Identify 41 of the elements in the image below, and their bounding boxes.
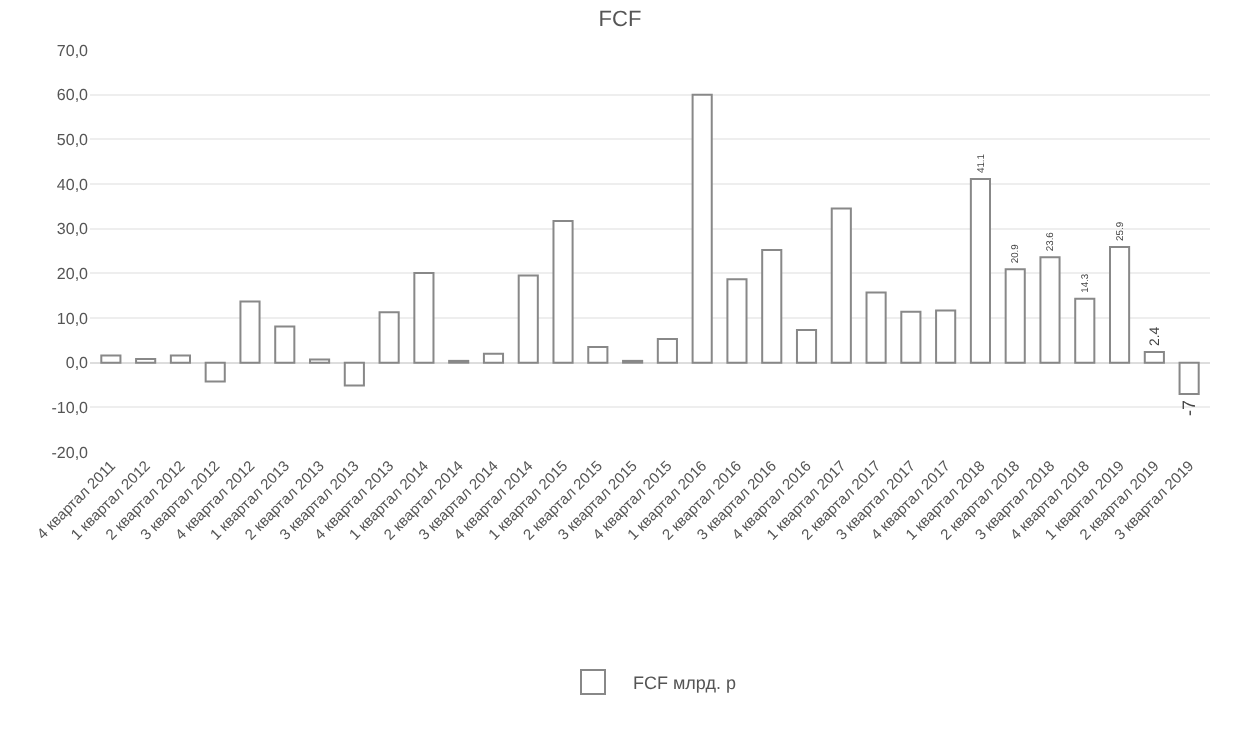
bar [1178, 361, 1200, 395]
bar [552, 220, 574, 364]
y-tick-label: 0,0 [65, 354, 90, 373]
y-tick-label: -20,0 [51, 443, 90, 462]
y-tick-label: -10,0 [51, 398, 90, 417]
bar [378, 311, 400, 364]
bar [413, 271, 435, 364]
bar [204, 361, 226, 383]
data-label: -7 [1179, 399, 1200, 416]
bar [865, 291, 887, 364]
chart-title: FCF [598, 8, 642, 33]
bar [726, 278, 748, 364]
bar [169, 354, 191, 364]
bar [1143, 350, 1165, 364]
bar [761, 249, 783, 364]
bar [482, 352, 505, 364]
bar [1074, 297, 1096, 364]
bar [830, 207, 852, 364]
bar [274, 325, 296, 364]
bar [1004, 268, 1026, 364]
bar [100, 354, 122, 364]
y-tick-label: 40,0 [56, 175, 90, 194]
bar [1039, 256, 1061, 364]
y-tick-label: 30,0 [56, 220, 90, 239]
bar [343, 361, 365, 387]
y-tick-label: 70,0 [56, 41, 90, 60]
bar [656, 338, 678, 364]
y-tick-label: 60,0 [56, 86, 90, 105]
y-tick-label: 50,0 [56, 130, 90, 149]
y-tick-label: 10,0 [56, 309, 90, 328]
bar [795, 329, 818, 364]
bar [1109, 245, 1131, 364]
bar [935, 309, 957, 364]
y-tick-label: 20,0 [56, 264, 90, 283]
bar [239, 300, 261, 364]
bar [900, 310, 922, 364]
bar [517, 274, 539, 364]
bar [969, 178, 991, 364]
legend-label: FCF млрд. р [633, 673, 736, 694]
bar [691, 93, 713, 364]
bar [587, 346, 609, 364]
